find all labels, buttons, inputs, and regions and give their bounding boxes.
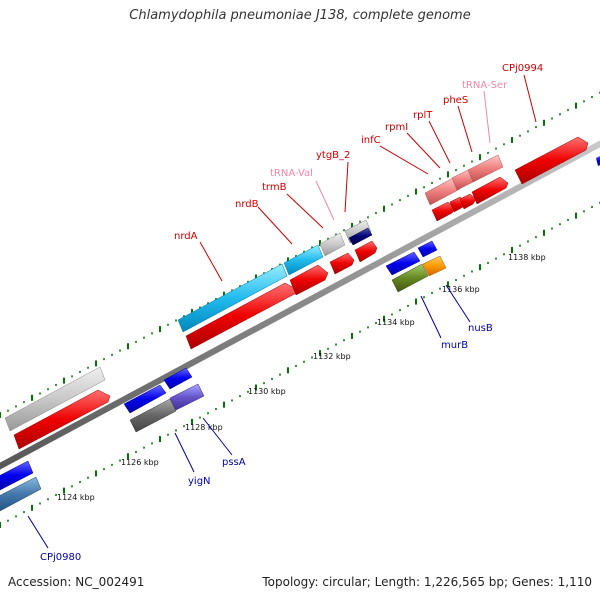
- gene-blue-edge-right[interactable]: [596, 155, 600, 166]
- scale-label-1124: 1124 kbp: [57, 493, 95, 502]
- gene-labels: nrdA nrdB trmB tRNA-Val ytgB_2 infC rpmI…: [40, 63, 543, 563]
- label-tRNA-Ser[interactable]: tRNA-Ser: [462, 80, 508, 91]
- label-rplT[interactable]: rplT: [413, 110, 433, 121]
- reverse-genes: [0, 240, 447, 512]
- gene-blue-left-edge[interactable]: [0, 460, 34, 491]
- label-ytgB-2[interactable]: ytgB_2: [316, 150, 350, 161]
- gene-murB[interactable]: [391, 263, 429, 293]
- label-CPj0994[interactable]: CPj0994: [502, 63, 543, 74]
- gene-red-small-1[interactable]: [329, 252, 355, 275]
- gene-ytgB-2-navy[interactable]: [348, 227, 373, 246]
- scale-label-1138: 1138 kbp: [508, 253, 546, 262]
- gene-pssA[interactable]: [169, 383, 205, 411]
- gene-pink-infC[interactable]: [424, 176, 461, 206]
- tick-track-lower: [0, 201, 600, 528]
- gene-blue-murB-b[interactable]: [417, 240, 438, 258]
- gene-blue-yigN-b[interactable]: [163, 367, 193, 390]
- label-CPj0980[interactable]: CPj0980: [40, 552, 81, 563]
- scale-label-1128: 1128 kbp: [185, 423, 223, 432]
- gene-tRNA-Val[interactable]: [319, 232, 346, 257]
- label-trmB[interactable]: trmB: [262, 182, 287, 193]
- label-yigN[interactable]: yigN: [188, 476, 211, 487]
- label-nrdA[interactable]: nrdA: [174, 231, 198, 242]
- genome-backbone: [0, 140, 600, 470]
- gene-red-nrdA[interactable]: [185, 282, 301, 350]
- label-pheS[interactable]: pheS: [443, 95, 468, 106]
- label-nusB[interactable]: nusB: [468, 323, 493, 334]
- label-murB[interactable]: murB: [441, 340, 468, 351]
- scale-labels: 1124 kbp 1126 kbp 1128 kbp 1130 kbp 1132…: [57, 253, 546, 502]
- scale-label-1132: 1132 kbp: [313, 352, 351, 361]
- scale-label-1126: 1126 kbp: [121, 458, 159, 467]
- scale-label-1130: 1130 kbp: [248, 387, 286, 396]
- gene-gray-left[interactable]: [4, 366, 106, 432]
- gene-red-small-2[interactable]: [354, 240, 378, 263]
- label-infC[interactable]: infC: [361, 135, 381, 146]
- gene-nrdA[interactable]: [177, 263, 288, 333]
- label-rpmI[interactable]: rpmI: [385, 122, 408, 133]
- label-nrdB[interactable]: nrdB: [235, 199, 259, 210]
- genome-title: Chlamydophila pneumoniae J138, complete …: [129, 8, 471, 23]
- gene-red-rplT[interactable]: [459, 193, 477, 210]
- gene-red-left[interactable]: [13, 389, 111, 450]
- scale-label-1136: 1136 kbp: [442, 285, 480, 294]
- gene-CPj0980[interactable]: [0, 476, 42, 512]
- gene-nrdB[interactable]: [283, 244, 324, 276]
- forward-genes: [4, 136, 600, 450]
- callout-lines: [27, 74, 537, 549]
- gene-red-trmB[interactable]: [289, 264, 329, 296]
- tick-track-upper: [0, 91, 600, 418]
- gene-nusB[interactable]: [422, 255, 447, 277]
- gene-blue-yigN-a[interactable]: [123, 384, 167, 414]
- label-tRNA-Val[interactable]: tRNA-Val: [270, 168, 313, 179]
- gene-pink-pheS[interactable]: [467, 154, 504, 183]
- gene-red-pheS[interactable]: [471, 176, 509, 205]
- accession-label: Accession: NC_002491: [8, 575, 145, 589]
- scale-label-1134: 1134 kbp: [377, 318, 415, 327]
- genome-summary: Topology: circular; Length: 1,226,565 bp…: [262, 575, 592, 589]
- gene-blue-murB-a[interactable]: [385, 251, 421, 276]
- gene-yigN[interactable]: [129, 398, 177, 433]
- gene-CPj0994[interactable]: [514, 136, 589, 185]
- label-pssA[interactable]: pssA: [222, 457, 246, 468]
